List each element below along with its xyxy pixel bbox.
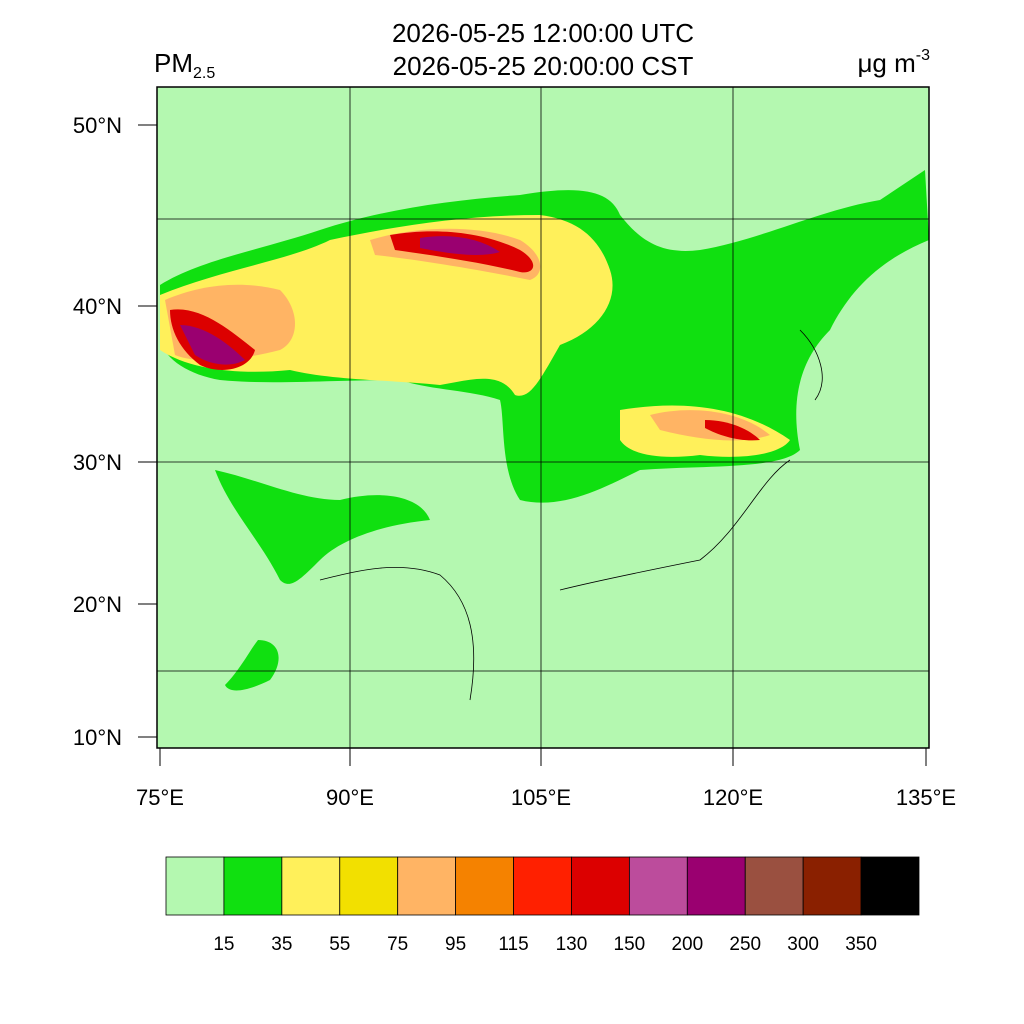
region [420,236,500,255]
title-line: 2026-05-25 20:00:00 CST [393,51,694,81]
colorbar-box [455,856,514,916]
variable-label: PM2.5 [154,48,215,82]
axis-labels: 50°N 40°N 30°N 20°N 10°N 75°E 90°E 105°E 120°E 13… [73,113,956,810]
variable-subscript: 2.5 [193,65,215,82]
lon-label: 75°E [136,785,184,810]
lat-label: 40°N [73,294,122,319]
colorbar-label: 350 [845,934,877,955]
region [705,420,760,441]
lat-label: 30°N [73,450,122,475]
colorbar-label: 150 [614,934,646,955]
colorbar-label: 15 [213,934,234,955]
colorbar-box [628,856,688,916]
coastline [319,329,823,701]
colorbar-label: 75 [387,934,408,955]
colorbar-label: 55 [329,934,350,955]
colorbar-label: 95 [445,934,466,955]
colorbar-box [281,856,341,916]
lon-label: 90°E [326,785,374,810]
colorbar: 15 35 55 75 95 115 130 150 200 250 300 350 [165,856,920,955]
lon-label: 105°E [511,785,571,810]
colorbar-label: 300 [787,934,819,955]
colorbar-box [397,856,457,916]
colorbar-box [513,856,572,916]
colorbar-box [165,856,225,916]
colorbar-label: 115 [498,934,528,955]
map [156,86,930,749]
map-frame [156,86,930,749]
colorbar-box [860,856,920,916]
colorbar-box [744,856,804,916]
lon-label: 120°E [703,785,763,810]
colorbar-label: 250 [729,934,761,955]
region [225,640,279,691]
title-line: 2026-05-25 12:00:00 UTC [392,18,694,48]
lon-label: 135°E [896,785,956,810]
lat-label: 10°N [73,725,122,750]
colorbar-box [339,856,399,916]
units-superscript: -3 [916,47,930,64]
units-base: μg m [857,48,915,78]
colorbar-box [802,856,862,916]
variable-name: PM [154,48,193,78]
region [215,470,430,584]
units-label: μg m-3 [857,47,930,78]
colorbar-label: 35 [271,934,292,955]
colorbar-label: 130 [556,934,588,955]
lat-label: 20°N [73,592,122,617]
region [180,325,245,365]
lat-label: 50°N [73,113,122,138]
colorbar-label: 200 [671,934,703,955]
colorbar-box [686,856,746,916]
colorbar-box [223,856,283,916]
graticule [157,87,929,748]
colorbar-box [571,856,630,916]
